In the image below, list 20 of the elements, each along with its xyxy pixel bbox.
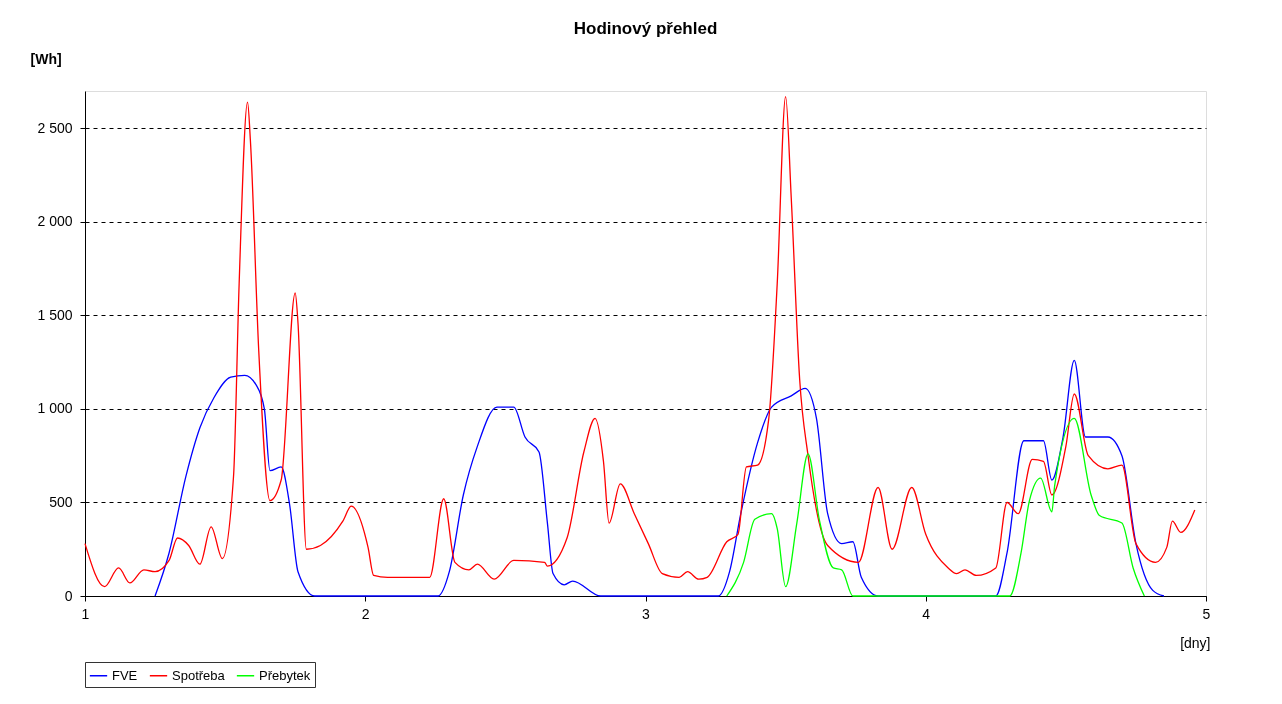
y-tick-label: 2 000: [37, 213, 73, 230]
x-tick-label: 1: [81, 605, 90, 622]
y-tick-label: 1 000: [37, 400, 73, 417]
y-tick-label: 500: [49, 493, 73, 510]
legend-label: Spotřeba: [172, 667, 226, 683]
x-tick-label: 3: [642, 605, 651, 622]
chart-title: Hodinový přehled: [573, 19, 718, 38]
x-tick-label: 4: [922, 605, 931, 622]
y-tick-label: 0: [64, 587, 73, 604]
y-tick-label: 2 500: [37, 119, 73, 136]
y-tick-label: 1 500: [37, 306, 73, 323]
x-tick-label: 2: [361, 605, 370, 622]
legend-label: FVE: [112, 667, 138, 683]
line-series: [726, 417, 1145, 597]
x-axis-title: [dny]: [1180, 634, 1211, 651]
y-axis-title: [Wh]: [30, 50, 62, 67]
legend-label: Přebytek: [259, 667, 311, 683]
line-series: [154, 359, 1165, 597]
line-series: [84, 95, 1196, 588]
x-tick-label: 5: [1202, 605, 1211, 622]
